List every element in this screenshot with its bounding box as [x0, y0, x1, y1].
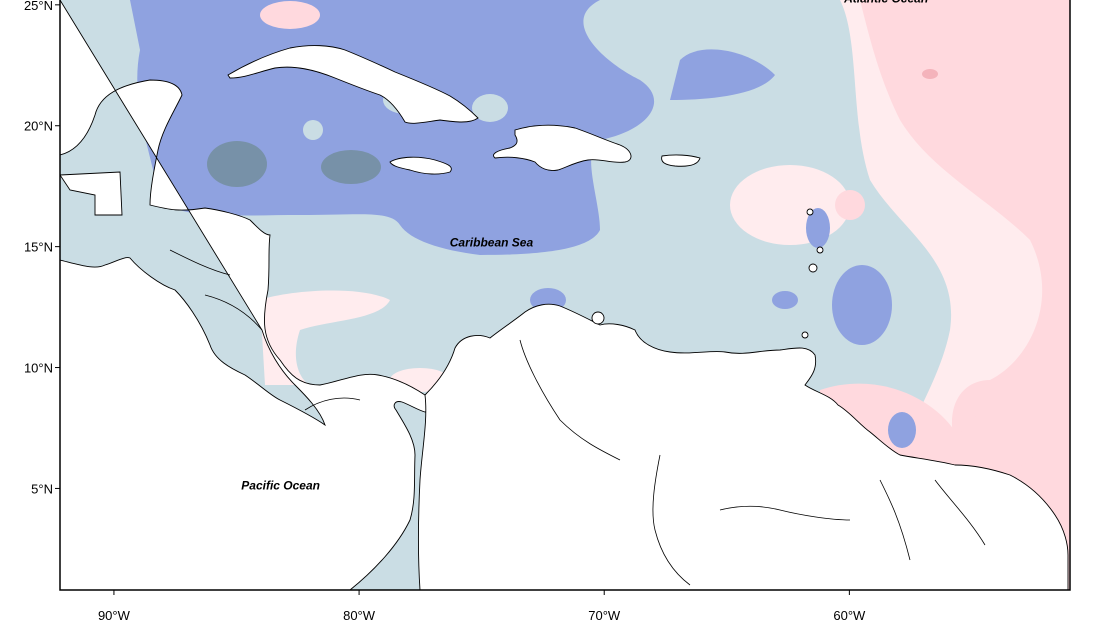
ocean-label: Pacific Ocean [241, 479, 320, 493]
ocean-label: Atlantic Ocean [843, 0, 928, 5]
field-strong-blue-west [207, 141, 267, 187]
land-puerto-rico [661, 154, 701, 167]
field-light-blue-cuba [303, 120, 323, 140]
land-island-4 [806, 208, 814, 216]
land-island-2 [808, 263, 818, 273]
field-strong-blue-central [321, 150, 381, 184]
ocean-label: Caribbean Sea [450, 236, 534, 250]
lon-tick-label: 70°W [588, 608, 621, 623]
field-pink-strong [922, 69, 938, 79]
land-island-3 [816, 246, 824, 254]
lon-tick-label: 60°W [833, 608, 866, 623]
field-medium-blue-guiana [888, 412, 916, 448]
lat-tick-label: 15°N [24, 240, 53, 255]
lon-tick-label: 90°W [98, 608, 131, 623]
land-jamaica [389, 156, 452, 175]
land-yucatan [60, 171, 123, 216]
lat-tick-label: 20°N [24, 119, 53, 134]
field-medium-blue-lesser [806, 208, 830, 248]
map-frame [59, 0, 1071, 591]
land-island-5 [801, 331, 809, 339]
land-cuba [227, 45, 479, 124]
field-light-blue-north [260, 1, 320, 29]
lat-tick-label: 10°N [24, 361, 53, 376]
lat-tick-label: 5°N [31, 481, 53, 496]
lat-tick-label: 25°N [24, 0, 53, 13]
field-light-blue-cuba-2 [472, 94, 508, 122]
field-medium-blue-isl [772, 291, 798, 309]
field-pink-islands [730, 165, 850, 245]
land-hispaniola [493, 124, 632, 171]
field-medium-blue-east [832, 265, 892, 345]
field-medium-blue-ne [670, 49, 775, 100]
border-lines [169, 249, 986, 586]
field-pink-ne [960, 410, 1040, 470]
land-central-america [60, 0, 430, 590]
latitude-axis: 25°N 20°N 15°N 10°N 5°N [24, 0, 60, 496]
land-island-1 [591, 311, 605, 325]
field-pink-central-am [260, 290, 390, 385]
longitude-axis: 90°W 80°W 70°W 60°W [98, 590, 866, 623]
field-pink-islands-2 [835, 190, 865, 220]
lon-tick-label: 80°W [343, 608, 376, 623]
ocean-labels: Atlantic Ocean Caribbean Sea Pacific Ocean [241, 0, 928, 493]
land-south-america [418, 303, 1069, 590]
